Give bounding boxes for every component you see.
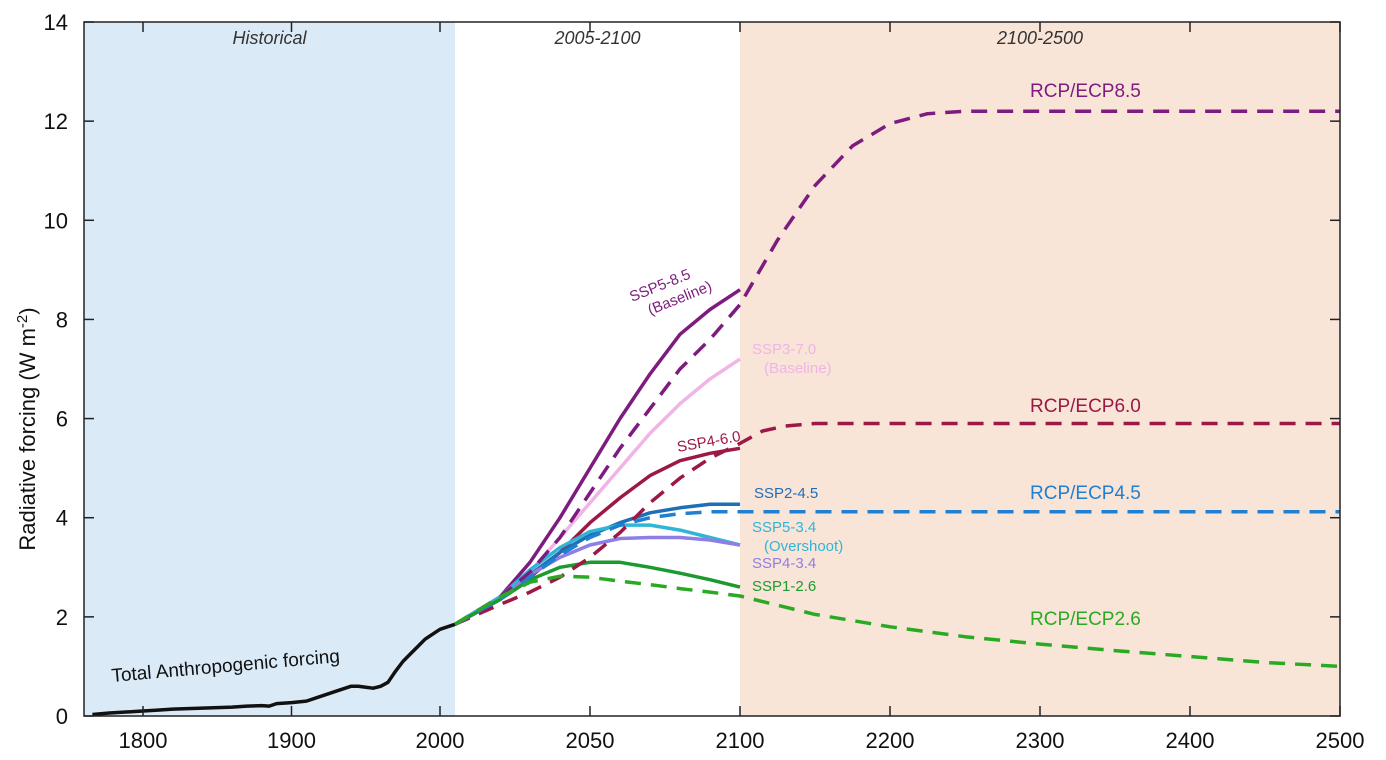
series-label-line-rcp-ecp4-5-0: RCP/ECP4.5	[1030, 483, 1141, 504]
y-tick-label-6: 6	[56, 407, 68, 432]
series-label-rcp-ecp2-6: RCP/ECP2.6	[1030, 609, 1141, 630]
series-label-line-ssp2-4-5-0: SSP2-4.5	[754, 485, 818, 502]
y-tick-label-2: 2	[56, 605, 68, 630]
y-tick-label-14: 14	[44, 10, 68, 35]
series-line-ssp5-3-4	[454, 523, 741, 626]
period-label-historical: Historical	[232, 28, 307, 48]
x-tick-label-2400: 2400	[1166, 728, 1215, 753]
y-tick-label-0: 0	[56, 704, 68, 729]
period-label-2100-2500: 2100-2500	[996, 28, 1083, 48]
series-label-line-rcp-ecp6-0-0: RCP/ECP6.0	[1030, 396, 1141, 417]
series-label-line-ssp4-3-4-0: SSP4-3.4	[752, 555, 816, 572]
series-label-ssp3-7-0: SSP3-7.0 (Baseline)	[752, 341, 832, 377]
x-tick-label-1900: 1900	[267, 728, 316, 753]
series-line-rcp-ecp2-6	[454, 574, 1341, 669]
series-line-ssp5-8-5	[454, 288, 741, 626]
series-line-total-anthropogenic-forcing	[92, 622, 456, 717]
y-tick-label-4: 4	[56, 506, 68, 531]
plot-frame	[83, 21, 1341, 717]
series-label-line-ssp5-3-4-0: SSP5-3.4	[752, 519, 816, 536]
y-tick-label-8: 8	[56, 307, 68, 332]
period-band-historical	[84, 22, 455, 716]
y-axis-label: Radiative forcing (W m-2)	[14, 307, 40, 550]
series-label-line-ssp1-2-6-0: SSP1-2.6	[752, 578, 816, 595]
period-band-2005-2100	[455, 22, 740, 716]
x-tick-label-2100: 2100	[716, 728, 765, 753]
x-tick-label-2300: 2300	[1016, 728, 1065, 753]
series-label-line-rcp-ecp8-5-0: RCP/ECP8.5	[1030, 81, 1141, 102]
series-label-line-ssp3-7-0-1: (Baseline)	[764, 360, 832, 377]
series-lines	[92, 109, 1341, 717]
x-tick-label-2050: 2050	[566, 728, 615, 753]
series-label-ssp4-3-4: SSP4-3.4	[752, 555, 816, 572]
period-bands: Historical 2005-2100 2100-2500	[84, 22, 1340, 716]
series-line-ssp1-2-6	[454, 560, 741, 626]
series-label-rcp-ecp4-5: RCP/ECP4.5	[1030, 483, 1141, 504]
y-tick-label-12: 12	[44, 109, 68, 134]
series-line-rcp-ecp8-5	[454, 109, 1340, 626]
x-tick-label-2500: 2500	[1316, 728, 1365, 753]
series-label-ssp1-2-6: SSP1-2.6	[752, 578, 816, 595]
period-band-2100-2500	[740, 22, 1340, 716]
series-label-line-rcp-ecp2-6-0: RCP/ECP2.6	[1030, 609, 1141, 630]
series-line-ssp4-3-4	[454, 535, 741, 626]
series-label-ssp2-4-5: SSP2-4.5	[754, 485, 818, 502]
x-tick-label-1800: 1800	[119, 728, 168, 753]
x-tick-label-2200: 2200	[866, 728, 915, 753]
period-label-2005-2100: 2005-2100	[553, 28, 640, 48]
series-label-line-ssp5-3-4-1: (Overshoot)	[764, 538, 843, 555]
axes: 1800 1900 2000 2050 2100 2200 2300 2400 2500 0 2 4 6…	[14, 10, 1364, 753]
series-label-rcp-ecp6-0: RCP/ECP6.0	[1030, 396, 1141, 417]
series-label-line-ssp3-7-0-0: SSP3-7.0	[752, 341, 816, 358]
y-tick-label-10: 10	[44, 208, 68, 233]
series-label-rcp-ecp8-5: RCP/ECP8.5	[1030, 81, 1141, 102]
x-tick-label-2000: 2000	[416, 728, 465, 753]
series-label-ssp5-3-4: SSP5-3.4 (Overshoot)	[752, 519, 843, 555]
series-line-rcp-ecp4-5	[454, 510, 1340, 626]
